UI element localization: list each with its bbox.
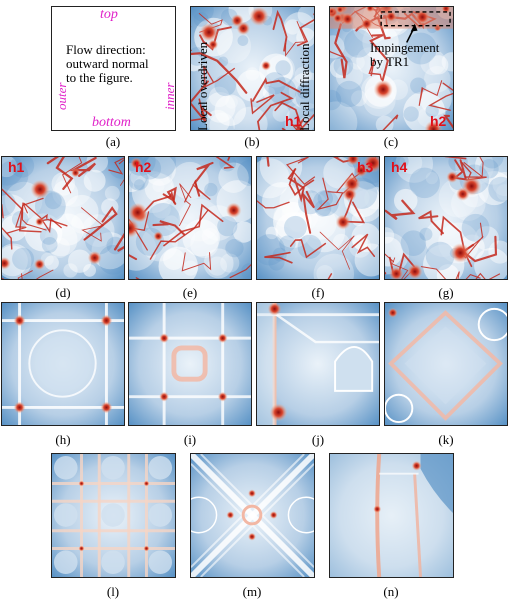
panel-a-schematic: top bottom outer inner Flow direction: o… xyxy=(51,6,176,131)
tag-h1: h1 xyxy=(285,113,302,129)
field-image xyxy=(385,303,507,425)
impingement-annotation: Impingement by TR1 xyxy=(370,40,440,69)
label-bottom: bottom xyxy=(92,115,131,130)
field-image xyxy=(257,157,379,279)
caption-i: (i) xyxy=(183,432,197,447)
caption-e: (e) xyxy=(182,285,198,300)
caption-h: (h) xyxy=(55,432,71,447)
field-image xyxy=(2,157,124,279)
label-inner: inner xyxy=(162,82,176,110)
panel-c-field: Impingement by TR1 h2 xyxy=(329,6,454,131)
panel-h-field xyxy=(1,302,125,426)
caption-f: (f) xyxy=(311,285,325,300)
panel-j-field xyxy=(256,302,380,426)
field-image xyxy=(191,7,314,130)
panel-i-field xyxy=(128,302,252,426)
caption-l: (l) xyxy=(106,584,120,599)
tag-h2: h2 xyxy=(135,159,152,175)
panel-n-field xyxy=(329,453,454,578)
caption-g: (g) xyxy=(438,285,454,300)
panel-k-field xyxy=(384,302,508,426)
caption-d: (d) xyxy=(55,285,71,300)
field-image xyxy=(52,454,175,577)
caption-a: (a) xyxy=(105,134,121,149)
field-image xyxy=(191,454,314,577)
panel-f-field: h3 xyxy=(256,156,380,280)
caption-m: (m) xyxy=(242,584,262,599)
field-image xyxy=(2,303,124,425)
panel-l-field xyxy=(51,453,176,578)
caption-k: (k) xyxy=(438,432,454,447)
field-image xyxy=(129,303,251,425)
caption-c: (c) xyxy=(383,134,399,149)
label-top: top xyxy=(100,7,118,22)
field-image xyxy=(257,303,379,425)
impingement-box xyxy=(380,11,451,43)
caption-n: (n) xyxy=(383,584,399,599)
tag-h1: h1 xyxy=(8,159,25,175)
tag-h2: h2 xyxy=(430,113,447,129)
caption-b: (b) xyxy=(244,134,260,149)
field-image xyxy=(129,157,251,279)
tag-h3: h3 xyxy=(357,159,374,175)
panel-g-field: h4 xyxy=(384,156,508,280)
panel-d-field: h1 xyxy=(1,156,125,280)
panel-b-field: Local overdriven Local diffraction h1 xyxy=(190,6,315,131)
label-outer: outer xyxy=(54,82,69,110)
panel-m-field xyxy=(190,453,315,578)
field-image xyxy=(330,454,453,577)
field-image xyxy=(330,7,453,130)
caption-j: (j) xyxy=(311,432,325,447)
field-image xyxy=(385,157,507,279)
label-local-overdriven: Local overdriven xyxy=(195,41,210,131)
flow-direction-text: Flow direction: outward normal to the fi… xyxy=(66,42,149,85)
tag-h4: h4 xyxy=(391,159,408,175)
panel-e-field: h2 xyxy=(128,156,252,280)
